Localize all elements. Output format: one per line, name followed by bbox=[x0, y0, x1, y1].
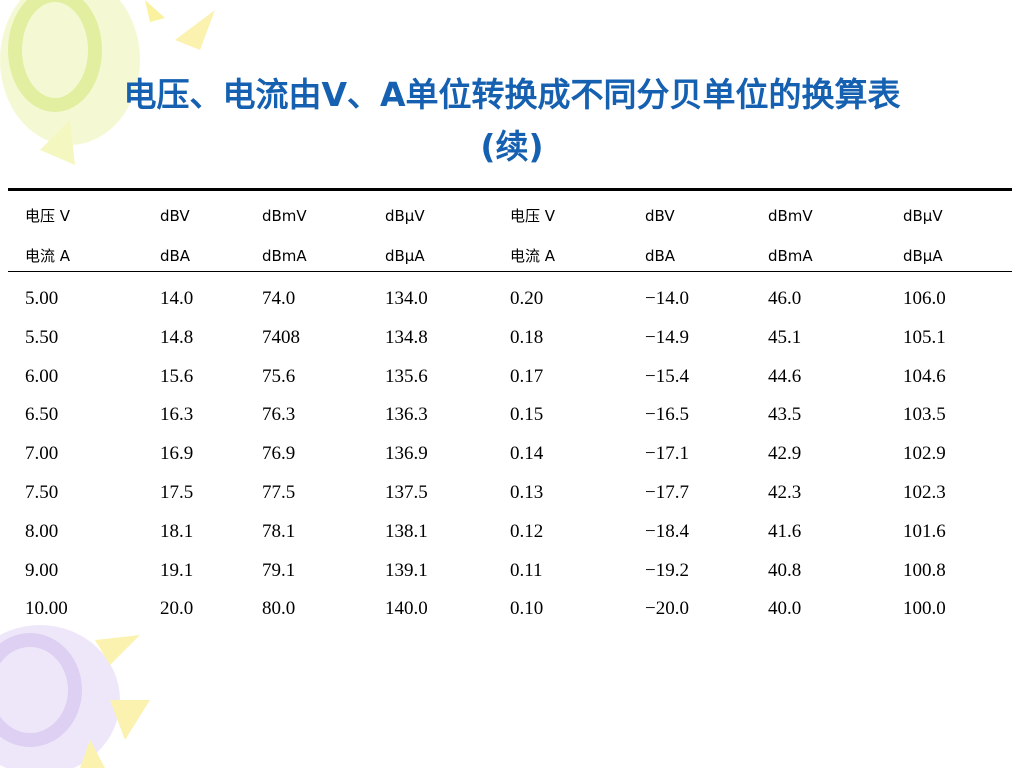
table-cell: 17.5 bbox=[160, 482, 194, 503]
table-cell: 40.0 bbox=[768, 598, 802, 620]
table-cell: 0.15 bbox=[510, 404, 544, 426]
table-cell: 0.18 bbox=[510, 326, 544, 348]
table-cell: 0.14 bbox=[510, 443, 544, 465]
header-cell: 电流 A bbox=[25, 247, 71, 265]
table-cell: 78.1 bbox=[262, 520, 296, 542]
table-cell: 43.5 bbox=[768, 404, 802, 426]
table-cell: 74.0 bbox=[262, 288, 296, 309]
header-cell: dBmA bbox=[768, 247, 813, 265]
table-cell: −14.0 bbox=[645, 288, 689, 309]
table-cell: 134.8 bbox=[385, 326, 428, 348]
table-cell: 80.0 bbox=[262, 598, 296, 620]
header-cell: dBμA bbox=[903, 247, 943, 265]
table-cell: 0.17 bbox=[510, 365, 544, 387]
header-cell: 电流 A bbox=[510, 247, 556, 265]
table-cell: 140.0 bbox=[385, 598, 428, 620]
table-cell: −14.9 bbox=[645, 326, 689, 348]
header-cell: dBμV bbox=[903, 207, 943, 225]
table-cell: 40.8 bbox=[768, 559, 802, 581]
header-cell: dBV bbox=[645, 207, 675, 225]
table-cell: 102.3 bbox=[903, 482, 946, 503]
table-cell: 7408 bbox=[262, 326, 300, 348]
header-cell: dBμA bbox=[385, 247, 425, 265]
table-cell: −18.4 bbox=[645, 520, 689, 542]
table-cell: 6.00 bbox=[25, 365, 59, 387]
table-cell: 106.0 bbox=[903, 288, 946, 309]
table-cell: 0.10 bbox=[510, 598, 544, 620]
table-cell: 20.0 bbox=[160, 598, 194, 620]
table-cell: 45.1 bbox=[768, 326, 802, 348]
table-cell: 42.3 bbox=[768, 482, 802, 503]
table-cell: 42.9 bbox=[768, 443, 802, 465]
table-cell: 77.5 bbox=[262, 482, 296, 503]
table-cell: 139.1 bbox=[385, 559, 428, 581]
table-cell: 79.1 bbox=[262, 559, 296, 581]
table-cell: 16.9 bbox=[160, 443, 194, 465]
table-cell: 19.1 bbox=[160, 559, 194, 581]
header-cell: dBmV bbox=[262, 207, 307, 225]
header-cell: 电压 V bbox=[510, 207, 556, 225]
header-cell: dBA bbox=[645, 247, 676, 265]
table-cell: 75.6 bbox=[262, 365, 296, 387]
header-rule bbox=[8, 271, 1012, 272]
table-cell: 6.50 bbox=[25, 404, 59, 426]
table-cell: 15.6 bbox=[160, 365, 194, 387]
header-cell: dBμV bbox=[385, 207, 425, 225]
table-cell: 44.6 bbox=[768, 365, 802, 387]
table-cell: 138.1 bbox=[385, 520, 428, 542]
header-cell: dBmV bbox=[768, 207, 813, 225]
table-cell: 136.9 bbox=[385, 443, 428, 465]
table-cell: 10.00 bbox=[25, 598, 68, 620]
table-cell: 5.00 bbox=[25, 288, 59, 309]
table-cell: 100.0 bbox=[903, 598, 946, 620]
table-cell: 100.8 bbox=[903, 559, 946, 581]
header-cell: 电压 V bbox=[25, 207, 71, 225]
table-cell: 16.3 bbox=[160, 404, 194, 426]
header-cell: dBmA bbox=[262, 247, 307, 265]
table-cell: 14.0 bbox=[160, 288, 194, 309]
header-cell: dBA bbox=[160, 247, 191, 265]
table-cell: 137.5 bbox=[385, 482, 428, 503]
table-cell: 76.9 bbox=[262, 443, 296, 465]
table-cell: 76.3 bbox=[262, 404, 296, 426]
table-cell: 136.3 bbox=[385, 404, 428, 426]
table-cell: 7.50 bbox=[25, 482, 59, 503]
table-cell: −19.2 bbox=[645, 559, 689, 581]
subtitle: (续) bbox=[480, 127, 544, 166]
table-cell: 14.8 bbox=[160, 326, 194, 348]
table-cell: 9.00 bbox=[25, 559, 59, 581]
table-cell: 46.0 bbox=[768, 288, 802, 309]
table-cell: 104.6 bbox=[903, 365, 946, 387]
table-cell: 7.00 bbox=[25, 443, 59, 465]
table-cell: 8.00 bbox=[25, 520, 59, 542]
table-cell: −20.0 bbox=[645, 598, 689, 620]
table-cell: 134.0 bbox=[385, 288, 428, 309]
table-cell: −16.5 bbox=[645, 404, 689, 426]
table-cell: 0.12 bbox=[510, 520, 544, 542]
header-cell: dBV bbox=[160, 207, 190, 225]
table-cell: 102.9 bbox=[903, 443, 946, 465]
table-cell: 105.1 bbox=[903, 326, 946, 348]
title: 电压、电流由V、A单位转换成不同分贝单位的换算表 bbox=[123, 75, 901, 114]
table-cell: −17.1 bbox=[645, 443, 689, 465]
table-cell: 41.6 bbox=[768, 520, 802, 542]
table-cell: 0.11 bbox=[510, 559, 543, 581]
table-cell: −17.7 bbox=[645, 482, 689, 503]
table-cell: 0.20 bbox=[510, 288, 544, 309]
table-top-rule bbox=[8, 188, 1012, 191]
table-cell: 135.6 bbox=[385, 365, 428, 387]
table-cell: 5.50 bbox=[25, 326, 59, 348]
table-cell: 103.5 bbox=[903, 404, 946, 426]
table-cell: 18.1 bbox=[160, 520, 194, 542]
table-cell: −15.4 bbox=[645, 365, 689, 387]
table-cell: 0.13 bbox=[510, 482, 544, 503]
table-cell: 101.6 bbox=[903, 520, 946, 542]
